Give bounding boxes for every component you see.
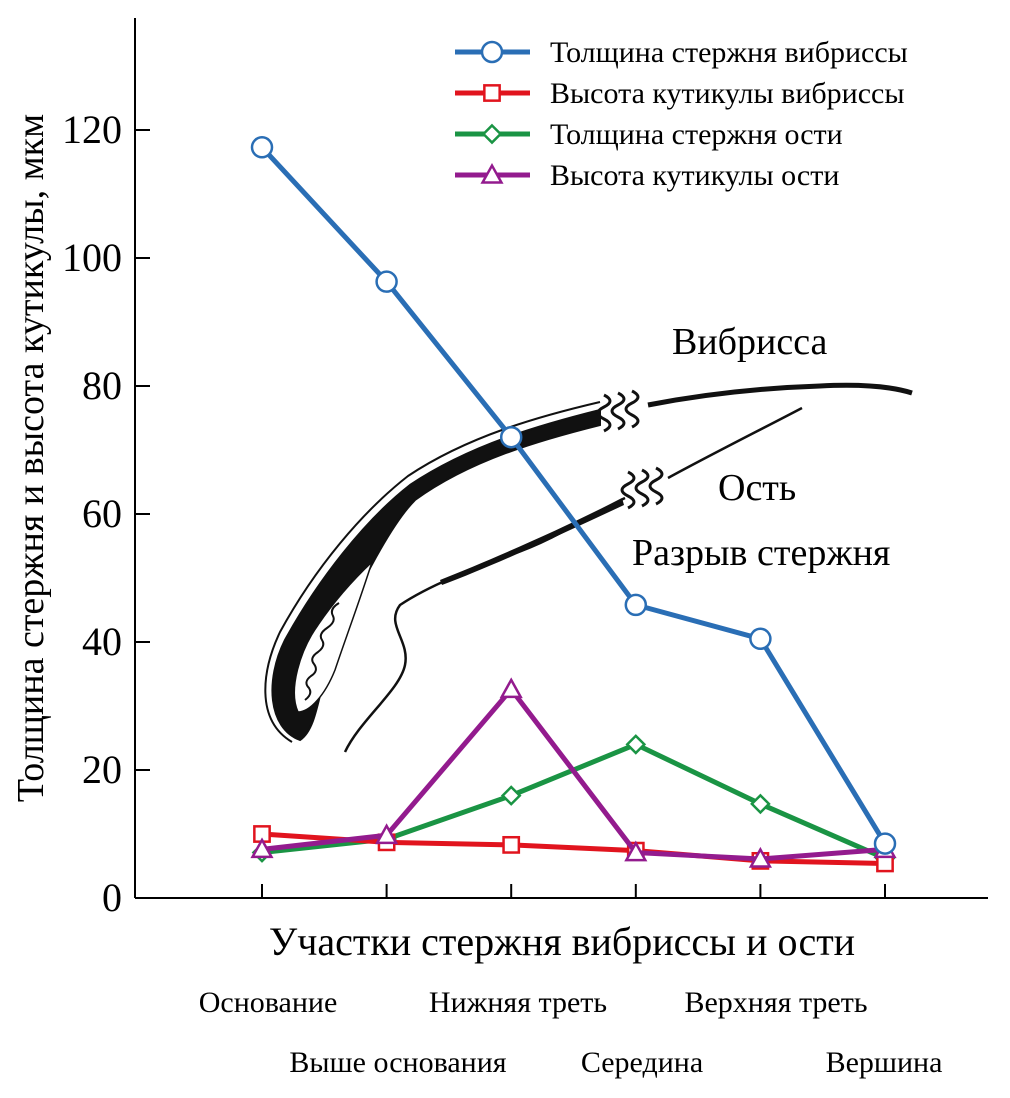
data-point-circle xyxy=(749,627,772,651)
data-point-diamond xyxy=(500,785,522,806)
vibrissa-break-marks xyxy=(596,389,640,433)
legend-label: Толщина стержня вибриссы xyxy=(550,36,908,69)
x-axis-label: Участки стержня вибриссы и ости xyxy=(269,919,855,964)
data-point-circle xyxy=(499,425,523,449)
legend-item: Толщина стержня ости xyxy=(455,118,843,151)
data-point-circle xyxy=(480,40,504,64)
category-label-5: Вершина xyxy=(826,1046,943,1079)
category-label-2: Нижняя треть xyxy=(429,986,607,1019)
y-tick-label: 100 xyxy=(62,235,122,280)
annotation-vibrissa: Вибрисса xyxy=(672,321,828,363)
legend-item: Толщина стержня вибриссы xyxy=(455,36,908,69)
x-ticks xyxy=(261,884,886,898)
legend-label: Высота кутикулы вибриссы xyxy=(550,77,904,110)
series-line xyxy=(261,686,886,862)
legend-item: Высота кутикулы вибриссы xyxy=(455,77,904,110)
data-point-diamond xyxy=(481,123,503,145)
vibrissa-tip-drawing xyxy=(647,382,913,408)
data-point-square xyxy=(502,835,521,854)
y-tick-label: 20 xyxy=(82,747,122,792)
data-point-triangle xyxy=(375,823,399,845)
data-point-square xyxy=(483,84,501,102)
data-point-triangle xyxy=(499,677,523,699)
data-point-diamond xyxy=(625,734,647,755)
series-line xyxy=(261,831,886,866)
series-line xyxy=(260,145,888,845)
data-point-circle xyxy=(624,593,648,617)
guard-hair-tip-drawing xyxy=(667,406,803,480)
guard-hair-shaft xyxy=(440,498,624,585)
category-label-1: Выше основания xyxy=(289,1046,506,1079)
legend-label: Высота кутикулы ости xyxy=(550,159,839,192)
data-point-circle xyxy=(873,832,897,855)
annotation-guard-hair: Ость xyxy=(718,467,796,509)
follicle-texture xyxy=(304,602,340,701)
y-axis-label: Толщина стержня и высота кутикулы, мкм xyxy=(10,114,52,802)
legend: Толщина стержня вибриссы Высота кутикулы … xyxy=(455,36,908,192)
hair-illustration xyxy=(264,382,913,753)
guard-hair-break-marks xyxy=(620,466,664,510)
y-tick-label: 120 xyxy=(62,107,122,152)
data-point-circle xyxy=(375,270,398,293)
y-tick-label: 80 xyxy=(82,363,122,408)
data-point-circle xyxy=(250,136,274,159)
annotation-shaft-break: Разрыв стержня xyxy=(632,532,890,574)
series-1 xyxy=(253,825,894,873)
category-label-0: Основание xyxy=(199,986,338,1019)
data-point-triangle xyxy=(748,846,772,868)
series-3 xyxy=(250,677,897,868)
legend-item: Высота кутикулы ости xyxy=(455,159,839,192)
y-tick-label: 40 xyxy=(82,619,122,664)
data-point-triangle xyxy=(250,837,274,859)
y-tick-label: 0 xyxy=(102,875,122,920)
data-point-diamond xyxy=(750,793,771,815)
legend-label: Толщина стержня ости xyxy=(550,118,843,151)
y-tick-label: 60 xyxy=(82,491,122,536)
data-point-triangle xyxy=(480,162,504,184)
category-label-4: Верхняя треть xyxy=(684,986,867,1019)
data-point-triangle xyxy=(624,840,648,862)
series-layer xyxy=(250,136,897,873)
series-0 xyxy=(250,136,897,855)
category-label-3: Середина xyxy=(581,1046,703,1079)
y-ticks: 0 20 40 60 80 100 120 xyxy=(62,107,150,920)
